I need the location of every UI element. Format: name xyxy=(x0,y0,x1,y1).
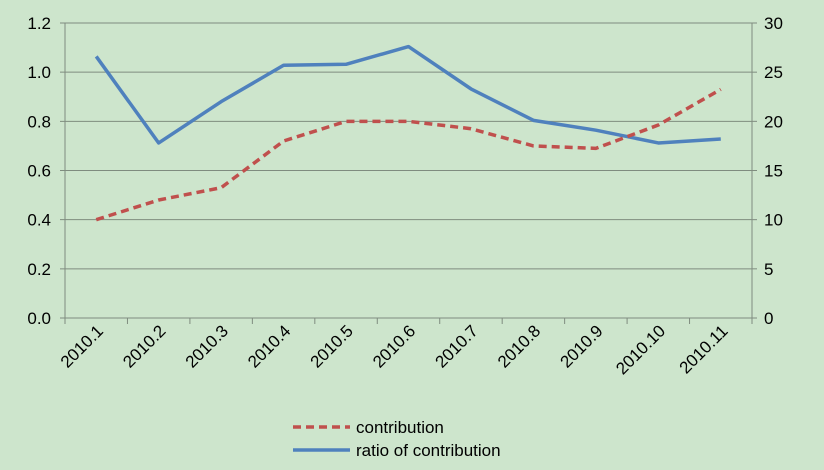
series-lines xyxy=(94,44,722,222)
series-line-contribution xyxy=(95,87,722,222)
right-tick-label: 0 xyxy=(764,309,773,328)
gridlines xyxy=(60,22,752,270)
legend-label-contribution: contribution xyxy=(356,418,444,437)
series-line-ratio-of-contribution xyxy=(94,44,721,145)
right-tick-label: 20 xyxy=(764,112,783,131)
left-tick-label: 0.0 xyxy=(27,309,51,328)
axes xyxy=(60,22,757,324)
left-tick-label: 0.2 xyxy=(27,260,51,279)
x-tick-label: 2010.9 xyxy=(556,321,606,371)
x-tick-label: 2010.4 xyxy=(244,321,294,371)
left-tick-label: 0.6 xyxy=(27,162,51,181)
right-tick-label: 25 xyxy=(764,63,783,82)
right-tick-label: 30 xyxy=(764,14,783,33)
left-tick-label: 1.2 xyxy=(27,14,51,33)
right-tick-label: 15 xyxy=(764,162,783,181)
x-tick-label: 2010.2 xyxy=(119,321,169,371)
right-axis-ticks: 0 5 10 15 20 25 30 xyxy=(764,14,783,328)
x-tick-label: 2010.3 xyxy=(182,321,232,371)
x-tick-label: 2010.5 xyxy=(307,321,357,371)
left-axis-ticks: 0.0 0.2 0.4 0.6 0.8 1.0 1.2 xyxy=(27,14,51,328)
right-tick-label: 10 xyxy=(764,211,783,230)
left-tick-label: 0.4 xyxy=(27,211,51,230)
x-tick-label: 2010.6 xyxy=(369,321,419,371)
x-tick-label: 2010.7 xyxy=(432,321,482,371)
right-tick-label: 5 xyxy=(764,260,773,279)
x-tick-label: 2010.1 xyxy=(57,321,107,371)
legend: contribution ratio of contribution xyxy=(293,418,501,460)
x-tick-label: 2010.11 xyxy=(676,321,732,377)
x-tick-label: 2010.10 xyxy=(612,321,669,378)
left-tick-label: 0.8 xyxy=(27,112,51,131)
legend-label-ratio: ratio of contribution xyxy=(356,441,501,460)
x-axis-ticks: 2010.1 2010.2 2010.3 2010.4 2010.5 2010.6 2010… xyxy=(57,321,732,378)
x-tick-label: 2010.8 xyxy=(494,321,544,371)
left-tick-label: 1.0 xyxy=(27,63,51,82)
